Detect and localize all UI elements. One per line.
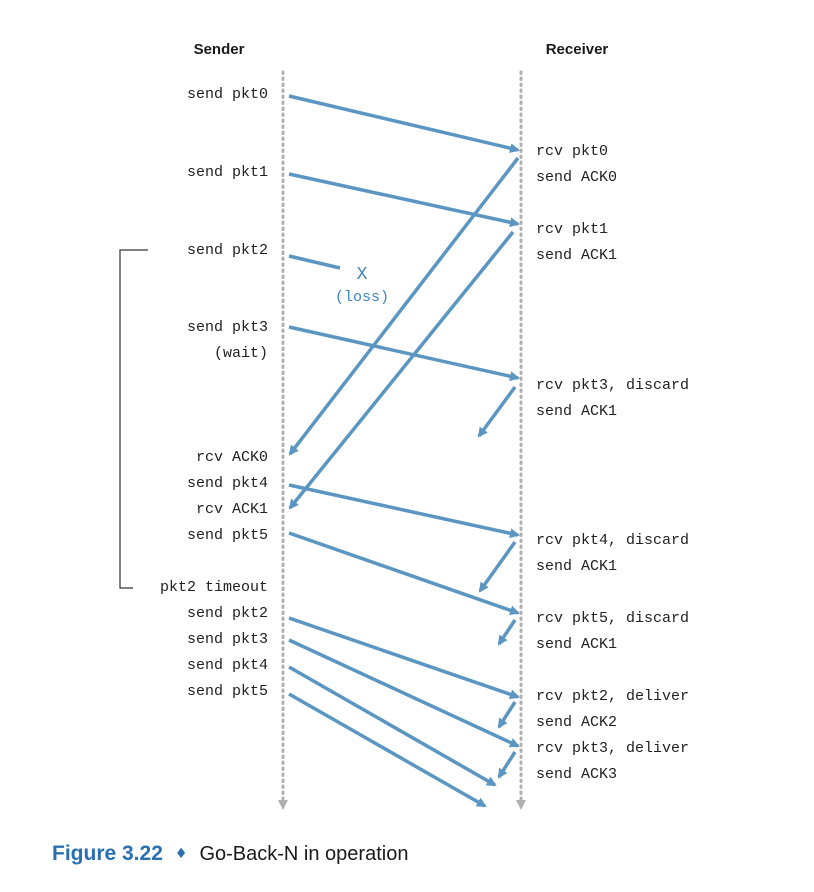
caption-figure-number: Figure 3.22	[52, 842, 163, 865]
caption-diamond-icon: ♦	[175, 846, 188, 862]
receiver-label-send-ack1: send ACK1	[536, 247, 617, 264]
loss-label: (loss)	[335, 289, 389, 306]
arrow-resend-pkt4	[288, 665, 497, 787]
sender-label-resend-pkt4: send pkt4	[187, 657, 268, 674]
sender-label-resend-pkt2: send pkt2	[187, 605, 268, 622]
arrow-ack0	[288, 156, 520, 456]
sender-label-send-pkt5: send pkt5	[187, 527, 268, 544]
caption-text: Go-Back-N in operation	[199, 843, 408, 865]
receiver-label-rcv-pkt1: rcv pkt1	[536, 221, 608, 238]
receiver-label-send-ack2: send ACK2	[536, 714, 617, 731]
receiver-label-send-ack1: send ACK1	[536, 558, 617, 575]
arrow-pkt5	[288, 531, 520, 616]
sender-label-rcv-ack0: rcv ACK0	[196, 449, 268, 466]
arrow-pkt1	[288, 172, 520, 228]
receiver-label-send-ack0: send ACK0	[536, 169, 617, 186]
arrow-resend-pkt5	[288, 692, 487, 808]
receiver-label-rcv-pkt5-discard: rcv pkt5, discard	[536, 610, 689, 627]
receiver-label-rcv-pkt2-deliver: rcv pkt2, deliver	[536, 688, 689, 705]
arrow-pkt3	[288, 325, 520, 382]
receiver-label-rcv-pkt4-discard: rcv pkt4, discard	[536, 532, 689, 549]
sender-label-resend-pkt3: send pkt3	[187, 631, 268, 648]
arrow-ack1-after-pkt4	[478, 540, 517, 593]
sender-label-send-pkt0: send pkt0	[187, 86, 268, 103]
arrow-ack2	[497, 701, 517, 729]
receiver-label-send-ack1: send ACK1	[536, 403, 617, 420]
sender-label-send-pkt1: send pkt1	[187, 164, 268, 181]
loss-x-mark: X	[357, 265, 368, 285]
arrow-pkt4	[288, 483, 520, 539]
receiver-label-send-ack1: send ACK1	[536, 636, 617, 653]
arrow-pkt2-lost	[288, 254, 341, 270]
figure-caption: Figure 3.22 ♦ Go-Back-N in operation	[52, 842, 408, 865]
sender-header: Sender	[194, 41, 245, 58]
sender-label-wait: (wait)	[214, 345, 268, 362]
receiver-label-rcv-pkt3-discard: rcv pkt3, discard	[536, 377, 689, 394]
timeout-bracket	[119, 249, 148, 589]
arrow-ack3	[497, 751, 517, 779]
arrow-resend-pkt2	[288, 616, 520, 700]
receiver-header: Receiver	[546, 41, 609, 58]
arrow-ack1-after-pkt5	[497, 619, 517, 646]
sender-label-pkt2-timeout: pkt2 timeout	[160, 579, 268, 596]
sender-label-send-pkt4: send pkt4	[187, 475, 268, 492]
arrow-ack1	[288, 230, 515, 510]
sender-label-resend-pkt5: send pkt5	[187, 683, 268, 700]
receiver-label-rcv-pkt3-deliver: rcv pkt3, deliver	[536, 740, 689, 757]
sender-label-rcv-ack1: rcv ACK1	[196, 501, 268, 518]
arrow-pkt0	[288, 94, 520, 154]
sender-label-send-pkt3: send pkt3	[187, 319, 268, 336]
arrow-ack1-after-pkt3	[477, 385, 517, 438]
sender-label-send-pkt2: send pkt2	[187, 242, 268, 259]
arrow-resend-pkt3	[288, 638, 520, 748]
receiver-label-rcv-pkt0: rcv pkt0	[536, 143, 608, 160]
receiver-label-send-ack3: send ACK3	[536, 766, 617, 783]
